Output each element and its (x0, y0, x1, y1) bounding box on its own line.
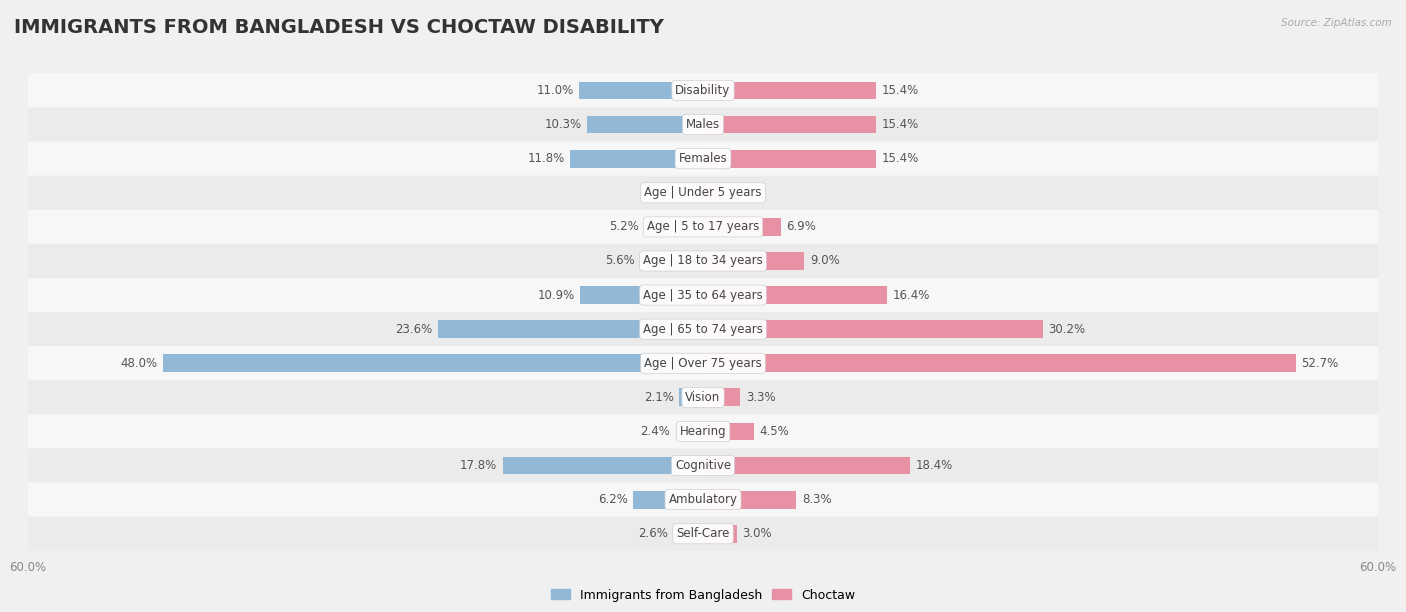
Text: Age | Under 5 years: Age | Under 5 years (644, 186, 762, 200)
Bar (703, 81, 876, 99)
Text: Females: Females (679, 152, 727, 165)
Text: Cognitive: Cognitive (675, 459, 731, 472)
Text: 5.2%: 5.2% (609, 220, 638, 233)
Bar (581, 286, 703, 304)
Legend: Immigrants from Bangladesh, Choctaw: Immigrants from Bangladesh, Choctaw (546, 584, 860, 606)
Bar (633, 491, 703, 509)
Text: Age | 35 to 64 years: Age | 35 to 64 years (643, 289, 763, 302)
Text: 2.1%: 2.1% (644, 391, 673, 404)
Text: IMMIGRANTS FROM BANGLADESH VS CHOCTAW DISABILITY: IMMIGRANTS FROM BANGLADESH VS CHOCTAW DI… (14, 18, 664, 37)
FancyBboxPatch shape (28, 312, 1378, 346)
Bar (703, 457, 910, 474)
Text: Males: Males (686, 118, 720, 131)
Text: 48.0%: 48.0% (121, 357, 157, 370)
Text: 2.4%: 2.4% (641, 425, 671, 438)
Text: 3.3%: 3.3% (745, 391, 775, 404)
Bar (703, 286, 887, 304)
Bar (703, 525, 737, 543)
Text: 8.3%: 8.3% (801, 493, 831, 506)
Bar (679, 389, 703, 406)
FancyBboxPatch shape (28, 483, 1378, 517)
FancyBboxPatch shape (28, 210, 1378, 244)
Bar (703, 184, 724, 201)
FancyBboxPatch shape (28, 108, 1378, 141)
Text: 1.9%: 1.9% (730, 186, 759, 200)
Text: Source: ZipAtlas.com: Source: ZipAtlas.com (1281, 18, 1392, 28)
Text: 6.9%: 6.9% (786, 220, 815, 233)
Bar (644, 218, 703, 236)
FancyBboxPatch shape (28, 176, 1378, 210)
Bar (163, 354, 703, 372)
Text: Age | 18 to 34 years: Age | 18 to 34 years (643, 255, 763, 267)
Text: 16.4%: 16.4% (893, 289, 931, 302)
Text: Age | 5 to 17 years: Age | 5 to 17 years (647, 220, 759, 233)
Bar (437, 320, 703, 338)
Bar (673, 525, 703, 543)
Text: 30.2%: 30.2% (1049, 323, 1085, 335)
Text: 15.4%: 15.4% (882, 84, 920, 97)
Bar (703, 150, 876, 168)
Bar (703, 491, 796, 509)
Text: 15.4%: 15.4% (882, 152, 920, 165)
Bar (703, 320, 1043, 338)
FancyBboxPatch shape (28, 517, 1378, 551)
Bar (588, 116, 703, 133)
Bar (693, 184, 703, 201)
Text: Age | 65 to 74 years: Age | 65 to 74 years (643, 323, 763, 335)
FancyBboxPatch shape (28, 278, 1378, 312)
Bar (571, 150, 703, 168)
Text: 9.0%: 9.0% (810, 255, 839, 267)
Text: 17.8%: 17.8% (460, 459, 498, 472)
Text: 3.0%: 3.0% (742, 528, 772, 540)
Text: 6.2%: 6.2% (598, 493, 627, 506)
Text: Hearing: Hearing (679, 425, 727, 438)
Bar (703, 116, 876, 133)
Bar (703, 218, 780, 236)
Text: 11.8%: 11.8% (527, 152, 565, 165)
FancyBboxPatch shape (28, 414, 1378, 449)
Bar (703, 389, 740, 406)
Text: 52.7%: 52.7% (1302, 357, 1339, 370)
Bar (640, 252, 703, 270)
Bar (676, 423, 703, 440)
Text: 0.85%: 0.85% (651, 186, 688, 200)
Text: 10.3%: 10.3% (544, 118, 582, 131)
Text: Vision: Vision (685, 391, 721, 404)
Text: 18.4%: 18.4% (915, 459, 953, 472)
Text: 23.6%: 23.6% (395, 323, 432, 335)
Text: 2.6%: 2.6% (638, 528, 668, 540)
Text: 4.5%: 4.5% (759, 425, 789, 438)
Text: 15.4%: 15.4% (882, 118, 920, 131)
Bar (703, 354, 1296, 372)
Text: Age | Over 75 years: Age | Over 75 years (644, 357, 762, 370)
FancyBboxPatch shape (28, 380, 1378, 414)
Text: Ambulatory: Ambulatory (668, 493, 738, 506)
Text: Self-Care: Self-Care (676, 528, 730, 540)
FancyBboxPatch shape (28, 141, 1378, 176)
FancyBboxPatch shape (28, 73, 1378, 108)
FancyBboxPatch shape (28, 449, 1378, 483)
FancyBboxPatch shape (28, 346, 1378, 380)
Text: 5.6%: 5.6% (605, 255, 634, 267)
FancyBboxPatch shape (28, 244, 1378, 278)
Bar (503, 457, 703, 474)
Bar (703, 423, 754, 440)
Text: 10.9%: 10.9% (537, 289, 575, 302)
Text: Disability: Disability (675, 84, 731, 97)
Bar (703, 252, 804, 270)
Bar (579, 81, 703, 99)
Text: 11.0%: 11.0% (537, 84, 574, 97)
